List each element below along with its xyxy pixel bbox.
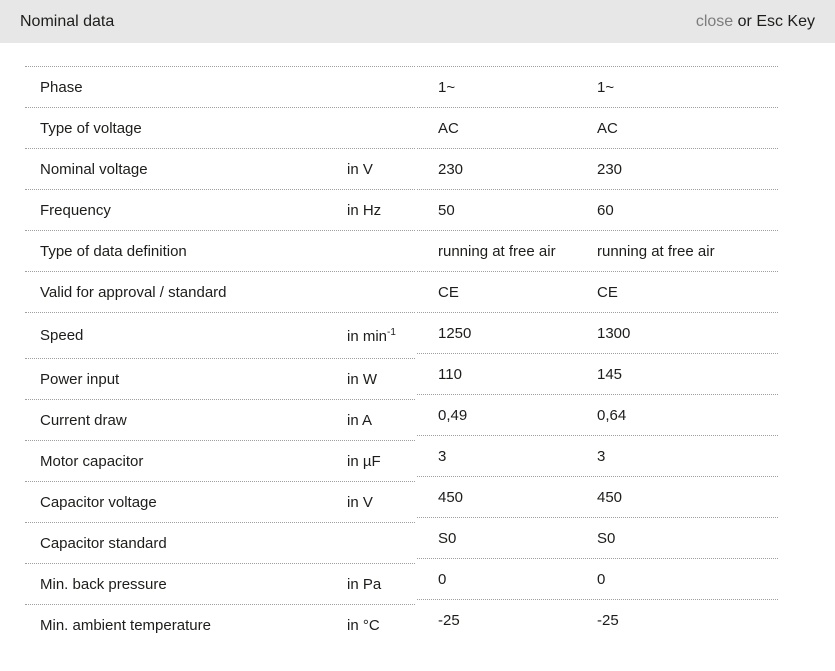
table-row: AC AC [417,108,778,149]
row-value-2: 3 [597,447,606,465]
row-unit: in Hz [347,202,382,219]
row-value-1: AC [438,119,459,137]
row-label: Capacitor standard [40,534,167,552]
row-value-1: 450 [438,488,464,506]
row-value-1: S0 [438,529,457,547]
row-label: Capacitor voltage [40,493,157,511]
row-label: Frequency [40,201,111,219]
row-value-1: CE [438,283,459,301]
table-row: 1250 1300 [417,313,778,354]
table-row: running at free air running at free air [417,231,778,272]
dialog-header: Nominal data close or Esc Key [0,0,835,43]
row-label: Power input [40,370,120,388]
row-value-2: -25 [597,611,619,629]
row-value-2: 145 [597,365,623,383]
row-unit: in W [347,371,377,388]
table-row: Motor capacitor in µF [25,441,415,482]
table-row: Frequency in Hz [25,190,415,231]
table-row: Min. back pressure in Pa [25,564,415,605]
row-value-2: 450 [597,488,623,506]
table-row: CE CE [417,272,778,313]
row-label: Min. back pressure [40,575,167,593]
row-label: Min. ambient temperature [40,616,211,634]
row-label: Current draw [40,411,127,429]
table-row: Valid for approval / standard [25,272,415,313]
row-value-1: 230 [438,160,464,178]
table-row: 230 230 [417,149,778,190]
table-row: Current draw in A [25,400,415,441]
row-unit: in V [347,494,373,511]
table-row: Type of data definition [25,231,415,272]
esc-key-hint: or Esc Key [737,12,815,30]
row-value-2: 0,64 [597,406,627,424]
row-unit: in min-1 [347,326,396,345]
dialog-title: Nominal data [20,12,115,30]
row-value-2: CE [597,283,618,301]
row-value-2: S0 [597,529,616,547]
row-value-1: 3 [438,447,447,465]
table-row: 450 450 [417,477,778,518]
row-value-1: 0,49 [438,406,468,424]
table-row: Power input in W [25,359,415,400]
row-label: Speed [40,327,84,344]
row-value-2: 1300 [597,324,631,342]
row-value-1: 50 [438,201,455,219]
row-value-2: running at free air [597,242,715,260]
row-unit: in °C [347,617,380,634]
row-value-1: 1~ [438,78,456,96]
row-label: Type of data definition [40,242,187,260]
row-value-2: AC [597,119,618,137]
row-label: Phase [40,78,83,96]
row-label: Type of voltage [40,119,142,137]
row-label: Nominal voltage [40,160,148,178]
table-row: -25 -25 [417,600,778,640]
table-row: Type of voltage [25,108,415,149]
nominal-data-table: Phase Type of voltage Nominal voltage in… [0,66,835,645]
row-unit: in A [347,412,373,429]
table-row: 50 60 [417,190,778,231]
table-values-section: 1~ 1~ AC AC 230 230 50 60 running at fre… [417,66,778,640]
row-value-1: running at free air [438,242,556,260]
row-value-1: -25 [438,611,460,629]
close-link[interactable]: close [695,12,734,30]
table-row: 110 145 [417,354,778,395]
table-row: Nominal voltage in V [25,149,415,190]
row-label: Valid for approval / standard [40,283,227,301]
table-row: 0,49 0,64 [417,395,778,436]
row-value-1: 1250 [438,324,472,342]
table-row: 0 0 [417,559,778,600]
row-unit: in Pa [347,576,382,593]
row-value-1: 110 [438,365,462,383]
table-row: Capacitor standard [25,523,415,564]
row-label: Motor capacitor [40,452,144,470]
table-row: 1~ 1~ [417,67,778,108]
row-value-2: 60 [597,201,614,219]
row-value-2: 230 [597,160,623,178]
row-value-2: 0 [597,570,606,588]
row-value-2: 1~ [597,78,615,96]
row-unit: in µF [347,453,381,470]
table-row: Phase [25,67,415,108]
table-row: S0 S0 [417,518,778,559]
row-unit: in V [347,161,373,178]
row-value-1: 0 [438,570,447,588]
table-row: 3 3 [417,436,778,477]
table-row: Capacitor voltage in V [25,482,415,523]
table-row: Min. ambient temperature in °C [25,605,415,645]
close-hint: close or Esc Key [696,13,815,31]
table-labels-section: Phase Type of voltage Nominal voltage in… [25,66,415,645]
table-row: Speed in min-1 [25,313,415,359]
